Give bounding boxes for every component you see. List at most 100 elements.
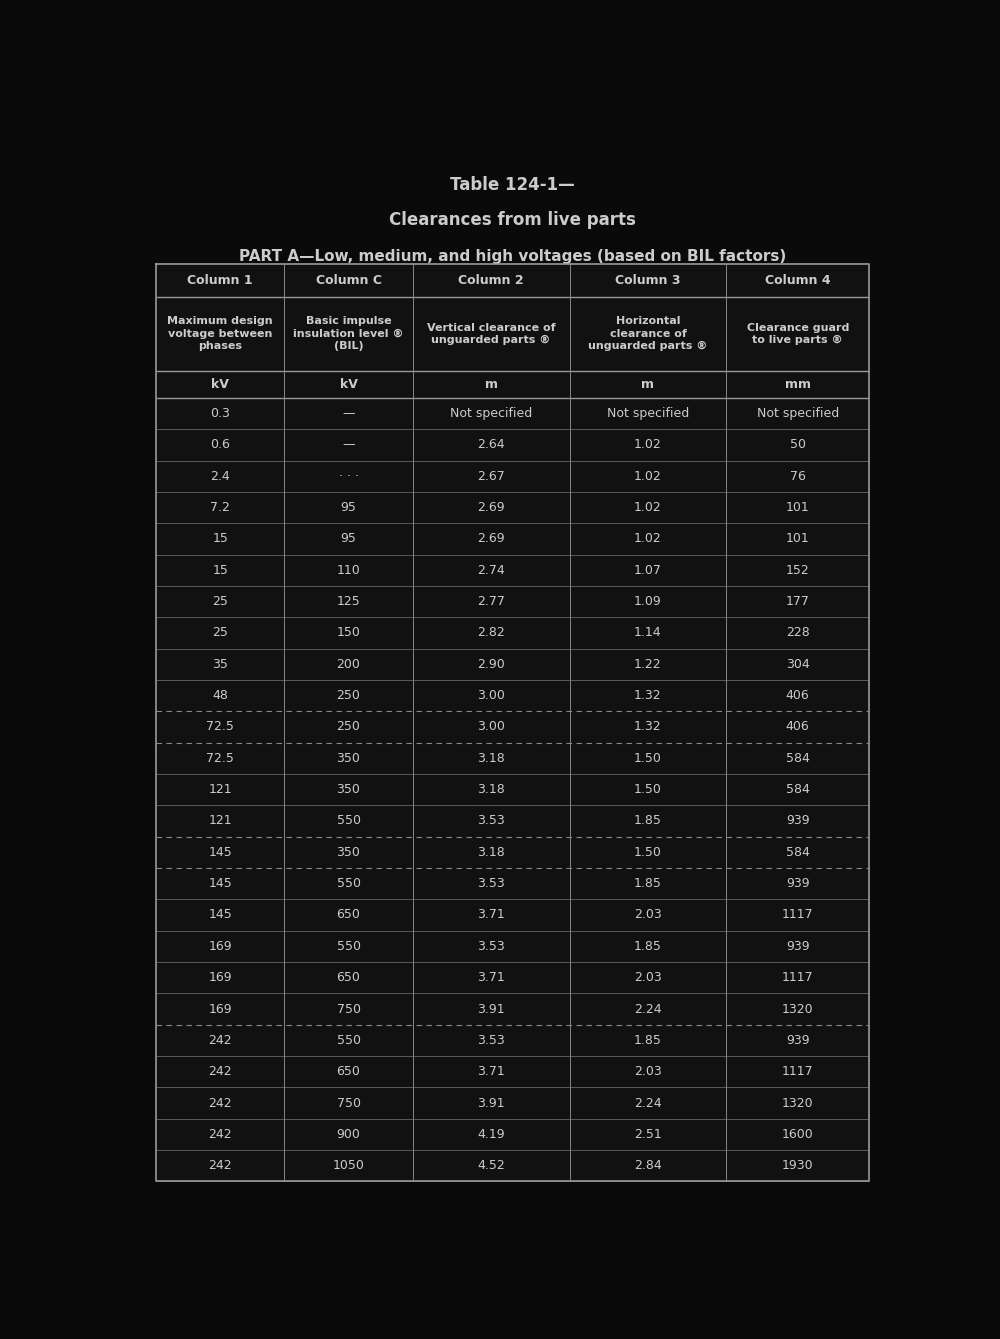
Text: 1117: 1117: [782, 908, 814, 921]
Text: 3.71: 3.71: [477, 1066, 505, 1078]
Text: 4.52: 4.52: [477, 1160, 505, 1172]
Text: · · ·: · · ·: [339, 470, 359, 482]
Text: 121: 121: [208, 814, 232, 828]
Text: 1.85: 1.85: [634, 814, 662, 828]
Text: 25: 25: [212, 627, 228, 640]
Text: 3.91: 3.91: [477, 1097, 505, 1110]
Text: 2.03: 2.03: [634, 1066, 662, 1078]
Text: 250: 250: [337, 690, 360, 702]
Text: 2.4: 2.4: [210, 470, 230, 482]
Text: 169: 169: [208, 940, 232, 953]
Text: 95: 95: [341, 501, 356, 514]
Text: 242: 242: [208, 1034, 232, 1047]
Text: 72.5: 72.5: [206, 720, 234, 734]
Text: 121: 121: [208, 783, 232, 797]
Text: m: m: [485, 378, 498, 391]
Text: 406: 406: [786, 720, 810, 734]
Text: 242: 242: [208, 1066, 232, 1078]
Text: 1.02: 1.02: [634, 470, 662, 482]
Text: kV: kV: [211, 378, 229, 391]
Text: —: —: [342, 407, 355, 420]
Text: 145: 145: [208, 877, 232, 890]
Text: 1320: 1320: [782, 1097, 814, 1110]
Text: 72.5: 72.5: [206, 751, 234, 765]
Text: 304: 304: [786, 657, 810, 671]
Text: 2.24: 2.24: [634, 1097, 662, 1110]
Text: 3.71: 3.71: [477, 971, 505, 984]
Text: Clearances from live parts: Clearances from live parts: [389, 210, 636, 229]
Text: 350: 350: [337, 751, 360, 765]
Text: 4.19: 4.19: [477, 1127, 505, 1141]
Text: Vertical clearance of
unguarded parts ®: Vertical clearance of unguarded parts ®: [427, 323, 555, 345]
Text: Maximum design
voltage between
phases: Maximum design voltage between phases: [167, 316, 273, 351]
Text: 939: 939: [786, 814, 810, 828]
Text: 2.64: 2.64: [477, 438, 505, 451]
Text: 3.00: 3.00: [477, 720, 505, 734]
Text: 101: 101: [786, 501, 810, 514]
Text: 0.3: 0.3: [210, 407, 230, 420]
Text: 1.50: 1.50: [634, 783, 662, 797]
Text: 35: 35: [212, 657, 228, 671]
Text: Column C: Column C: [316, 273, 382, 287]
Text: 1.07: 1.07: [634, 564, 662, 577]
Text: Not specified: Not specified: [607, 407, 689, 420]
Text: 350: 350: [337, 783, 360, 797]
Text: 3.53: 3.53: [477, 814, 505, 828]
Text: 0.6: 0.6: [210, 438, 230, 451]
Text: m: m: [641, 378, 654, 391]
Text: 242: 242: [208, 1127, 232, 1141]
Text: 2.84: 2.84: [634, 1160, 662, 1172]
Text: 650: 650: [337, 1066, 360, 1078]
Text: 1.50: 1.50: [634, 751, 662, 765]
Text: 550: 550: [337, 1034, 361, 1047]
Text: 1.14: 1.14: [634, 627, 662, 640]
Text: 1117: 1117: [782, 1066, 814, 1078]
Text: 1.22: 1.22: [634, 657, 662, 671]
Text: 550: 550: [337, 814, 361, 828]
Text: —: —: [342, 438, 355, 451]
Text: 15: 15: [212, 533, 228, 545]
Text: 1.09: 1.09: [634, 595, 662, 608]
Text: Column 1: Column 1: [187, 273, 253, 287]
Text: 939: 939: [786, 940, 810, 953]
Text: mm: mm: [785, 378, 811, 391]
Text: 95: 95: [341, 533, 356, 545]
Text: 1.85: 1.85: [634, 940, 662, 953]
Text: kV: kV: [340, 378, 357, 391]
Text: 3.18: 3.18: [477, 751, 505, 765]
Text: 1.50: 1.50: [634, 846, 662, 858]
Text: 3.18: 3.18: [477, 783, 505, 797]
Text: 550: 550: [337, 877, 361, 890]
Text: 650: 650: [337, 908, 360, 921]
Text: 584: 584: [786, 846, 810, 858]
Text: 169: 169: [208, 971, 232, 984]
Text: 2.67: 2.67: [477, 470, 505, 482]
Text: Horizontal
clearance of
unguarded parts ®: Horizontal clearance of unguarded parts …: [588, 316, 708, 351]
Text: 2.51: 2.51: [634, 1127, 662, 1141]
Text: 242: 242: [208, 1160, 232, 1172]
Text: 169: 169: [208, 1003, 232, 1015]
Text: Not specified: Not specified: [450, 407, 532, 420]
Text: 2.69: 2.69: [477, 501, 505, 514]
Text: 584: 584: [786, 751, 810, 765]
Text: 939: 939: [786, 877, 810, 890]
Text: 250: 250: [337, 720, 360, 734]
Text: 110: 110: [337, 564, 360, 577]
Text: 900: 900: [337, 1127, 360, 1141]
Text: 2.74: 2.74: [477, 564, 505, 577]
Text: 1320: 1320: [782, 1003, 814, 1015]
Text: Column 4: Column 4: [765, 273, 831, 287]
Text: 101: 101: [786, 533, 810, 545]
Text: Not specified: Not specified: [757, 407, 839, 420]
Text: 200: 200: [337, 657, 360, 671]
Text: 152: 152: [786, 564, 810, 577]
Text: 550: 550: [337, 940, 361, 953]
Text: 76: 76: [790, 470, 806, 482]
Text: 939: 939: [786, 1034, 810, 1047]
Text: 1.85: 1.85: [634, 1034, 662, 1047]
Text: PART A—Low, medium, and high voltages (based on BIL factors): PART A—Low, medium, and high voltages (b…: [239, 249, 786, 264]
Text: 1117: 1117: [782, 971, 814, 984]
Text: 145: 145: [208, 846, 232, 858]
Text: 3.53: 3.53: [477, 940, 505, 953]
Text: 1.85: 1.85: [634, 877, 662, 890]
